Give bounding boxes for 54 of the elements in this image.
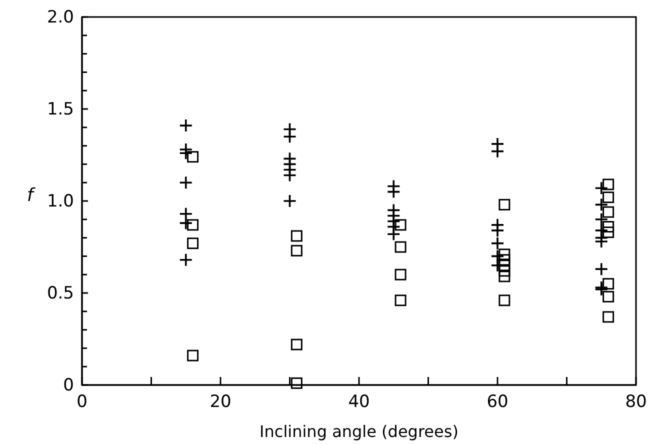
point xyxy=(602,311,614,323)
point xyxy=(282,130,297,144)
x-tick-label: 60 xyxy=(486,392,508,412)
y-tick-label: 1.5 xyxy=(46,99,74,120)
point xyxy=(602,226,614,238)
point xyxy=(178,118,193,132)
point xyxy=(290,338,302,350)
point xyxy=(394,219,406,231)
point xyxy=(498,260,510,272)
point xyxy=(498,248,510,260)
point xyxy=(602,290,614,302)
point xyxy=(187,219,199,231)
y-tick-label: 2.0 xyxy=(46,7,74,28)
point xyxy=(187,350,199,362)
point xyxy=(490,144,504,158)
point xyxy=(394,241,406,253)
point xyxy=(602,206,614,218)
x-axis-title: Inclining angle (degrees) xyxy=(260,422,458,441)
point xyxy=(594,262,608,276)
point xyxy=(290,244,302,256)
x-tick-label: 20 xyxy=(210,392,232,412)
point xyxy=(498,198,510,210)
point xyxy=(602,278,614,290)
point xyxy=(282,194,297,208)
point xyxy=(386,227,401,242)
point xyxy=(594,181,608,196)
point xyxy=(602,221,614,233)
point xyxy=(602,178,614,190)
point xyxy=(187,151,199,163)
point xyxy=(490,236,504,250)
point xyxy=(178,252,193,267)
point xyxy=(594,234,608,248)
point xyxy=(187,238,199,250)
point xyxy=(178,146,193,160)
point xyxy=(178,176,193,190)
y-tick-label: 1.0 xyxy=(46,191,74,212)
x-tick-label: 80 xyxy=(625,392,647,412)
point xyxy=(290,230,302,242)
point xyxy=(290,377,302,389)
point xyxy=(594,212,608,226)
point xyxy=(178,216,193,230)
point xyxy=(498,270,510,282)
point xyxy=(602,192,614,204)
point xyxy=(394,294,406,306)
point xyxy=(490,224,504,238)
x-tick-label: 0 xyxy=(76,392,88,412)
point xyxy=(498,265,510,277)
y-tick-label: 0 xyxy=(63,375,74,396)
point xyxy=(594,198,608,212)
point xyxy=(394,268,406,280)
x-tick-label: 40 xyxy=(348,392,370,412)
y-tick-label: 0.5 xyxy=(46,283,74,304)
y-axis-title: f xyxy=(26,185,36,206)
point xyxy=(498,294,510,306)
